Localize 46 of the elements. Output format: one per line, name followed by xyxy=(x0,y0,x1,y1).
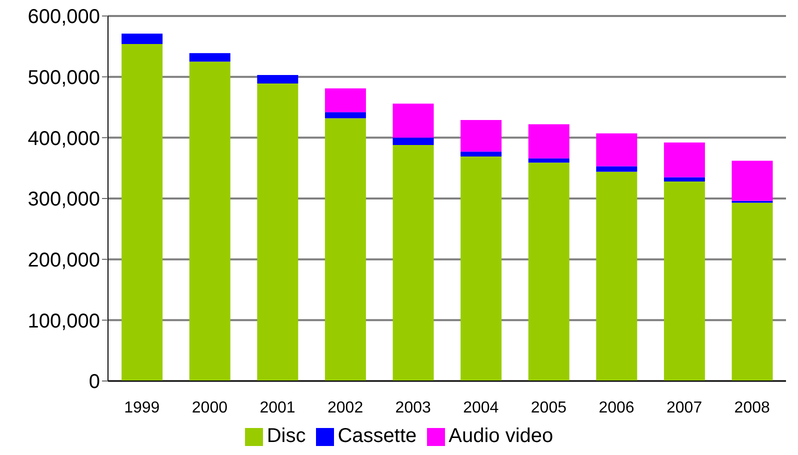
bar xyxy=(664,177,705,182)
bar xyxy=(460,120,502,152)
bar xyxy=(596,133,638,166)
bar xyxy=(732,160,773,201)
y-tick-label: 0 xyxy=(88,371,100,394)
bar xyxy=(122,34,163,44)
bar xyxy=(324,88,366,112)
y-tick-label: 600,000 xyxy=(28,6,100,28)
bar xyxy=(596,172,638,381)
y-tick-label: 400,000 xyxy=(28,128,100,150)
bar xyxy=(392,104,434,138)
bar xyxy=(324,118,366,381)
bar xyxy=(392,144,434,381)
bar xyxy=(257,75,298,84)
bar xyxy=(189,53,230,62)
x-tick-label: 2005 xyxy=(530,399,567,416)
bar xyxy=(122,44,163,381)
bar xyxy=(664,181,705,381)
bar xyxy=(257,84,298,381)
bar xyxy=(732,202,773,381)
bar xyxy=(460,152,502,157)
x-tick-label: 2003 xyxy=(395,399,431,416)
x-tick-label: 1999 xyxy=(124,399,160,416)
bar xyxy=(324,112,366,118)
y-tick-label: 300,000 xyxy=(28,188,100,211)
bar xyxy=(460,156,502,381)
bar xyxy=(596,166,638,172)
bar xyxy=(189,62,230,381)
y-tick-label: 500,000 xyxy=(28,66,100,89)
x-tick-label: 2001 xyxy=(260,399,296,416)
y-tick-label: 200,000 xyxy=(28,249,100,272)
legend-label: Cassette xyxy=(336,425,417,448)
bar xyxy=(528,158,570,163)
bar xyxy=(392,138,434,145)
x-tick-label: 2008 xyxy=(734,399,770,416)
y-tick-label: 100,000 xyxy=(28,310,100,332)
x-tick-label: 2002 xyxy=(328,399,364,416)
legend-label: Audio video xyxy=(448,425,554,448)
bar xyxy=(528,124,570,158)
x-tick-label: 2006 xyxy=(598,399,634,416)
bar xyxy=(528,162,570,381)
x-tick-label: 2007 xyxy=(666,399,702,416)
x-tick-label: 2000 xyxy=(192,399,228,416)
legend-label: Disc xyxy=(266,425,306,448)
x-tick-label: 2004 xyxy=(463,399,499,416)
bar xyxy=(664,142,705,178)
